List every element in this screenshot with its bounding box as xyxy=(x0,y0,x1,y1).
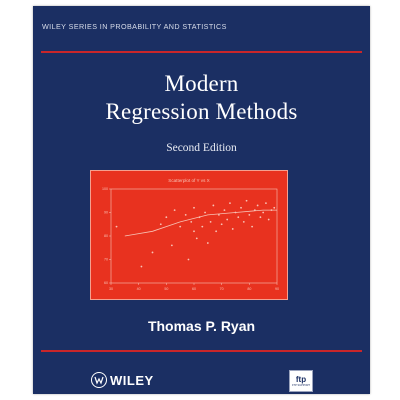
data-point xyxy=(273,206,276,209)
publisher-logo: WILEY xyxy=(91,371,154,389)
x-tick-label: 90 xyxy=(275,287,279,291)
book-title-line1: Modern xyxy=(164,71,239,96)
ftp-badge-main: ftp xyxy=(295,375,307,384)
x-tick-label: 80 xyxy=(247,287,251,291)
data-point xyxy=(248,213,251,216)
data-point xyxy=(159,223,162,226)
wiley-logo-icon xyxy=(91,372,107,388)
data-point xyxy=(187,258,190,261)
data-point xyxy=(237,216,240,219)
data-point xyxy=(242,221,245,223)
data-point xyxy=(262,211,265,214)
x-tick-label: 40 xyxy=(137,287,141,291)
x-tick-label: 70 xyxy=(220,287,224,291)
data-point xyxy=(209,221,212,223)
x-tick-label: 50 xyxy=(164,287,168,291)
y-tick-label: 70 xyxy=(104,258,108,262)
data-point xyxy=(195,237,198,240)
top-rule xyxy=(41,51,362,53)
ftp-badge: ftp FTP SUPPORT xyxy=(289,370,313,392)
y-tick-label: 90 xyxy=(104,211,108,215)
data-point xyxy=(226,218,229,221)
y-tick-label: 60 xyxy=(104,281,108,285)
y-tick-label: 80 xyxy=(104,234,108,238)
data-point xyxy=(170,244,173,247)
data-point xyxy=(259,216,262,219)
data-point xyxy=(165,216,168,219)
y-tick-label: 100 xyxy=(102,187,108,191)
data-point xyxy=(215,230,218,233)
chart-points xyxy=(115,199,276,268)
data-point xyxy=(115,225,118,228)
x-tick-label: 60 xyxy=(192,287,196,291)
data-point xyxy=(179,225,182,228)
data-point xyxy=(201,225,204,228)
chart-ticks: 30 40 50 60 70 80 90 60 70 80 90 100 xyxy=(102,187,279,291)
scatterplot-chart: Scatterplot of Y vs X 30 40 50 60 70 80 90 60 70… xyxy=(102,178,279,291)
book-title-line2: Regression Methods xyxy=(105,99,298,124)
chart-title: Scatterplot of Y vs X xyxy=(168,178,209,183)
data-point xyxy=(256,204,259,207)
data-point xyxy=(173,209,176,212)
data-point xyxy=(223,209,226,212)
data-point xyxy=(184,213,187,216)
data-point xyxy=(240,206,242,209)
x-tick-label: 30 xyxy=(109,287,113,291)
scatterplot-panel: Scatterplot of Y vs X 30 40 50 60 70 80 90 60 70… xyxy=(90,170,288,300)
data-point xyxy=(220,223,223,226)
plot-area xyxy=(110,188,278,284)
data-point xyxy=(204,211,206,214)
data-point xyxy=(193,206,195,209)
series-title: WILEY SERIES IN PROBABILITY AND STATISTI… xyxy=(42,22,227,31)
data-point xyxy=(140,265,143,268)
edition-label: Second Edition xyxy=(166,142,237,154)
data-point xyxy=(265,202,267,204)
book-cover: WILEY SERIES IN PROBABILITY AND STATISTI… xyxy=(33,6,370,394)
data-point xyxy=(206,242,209,244)
data-point xyxy=(245,199,248,202)
data-point xyxy=(267,218,270,221)
fit-line xyxy=(124,209,277,237)
data-point xyxy=(231,228,234,230)
data-point xyxy=(229,202,231,204)
data-point xyxy=(193,230,195,233)
chart-fit-line-group xyxy=(124,209,277,237)
bottom-rule xyxy=(41,350,362,352)
data-point xyxy=(212,204,215,207)
data-point xyxy=(190,221,193,223)
ftp-badge-sub: FTP SUPPORT xyxy=(291,384,311,387)
data-point xyxy=(151,251,154,254)
data-point xyxy=(251,225,254,228)
publisher-name: WILEY xyxy=(110,372,154,388)
chart-frame xyxy=(110,188,278,284)
author-name: Thomas P. Ryan xyxy=(147,318,256,334)
data-point xyxy=(218,213,220,216)
